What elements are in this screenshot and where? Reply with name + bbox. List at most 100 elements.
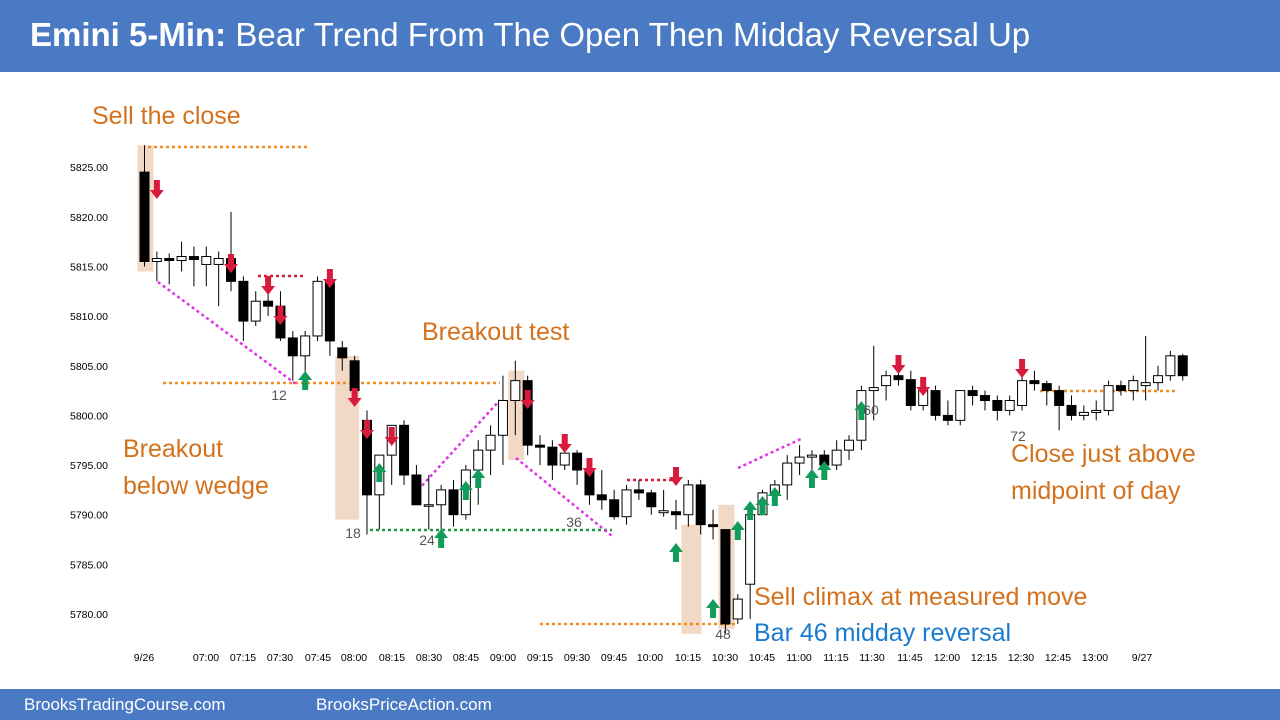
candle-body bbox=[745, 514, 756, 585]
candle-body bbox=[806, 454, 817, 458]
x-tick-label: 9/26 bbox=[134, 652, 155, 664]
candle-bar bbox=[559, 450, 570, 471]
candle-bar bbox=[782, 455, 793, 500]
candle-body bbox=[473, 449, 484, 471]
candle-body bbox=[423, 504, 434, 507]
candle-body bbox=[547, 446, 558, 466]
channel-trendline bbox=[417, 399, 501, 491]
bar-number-label: 72 bbox=[1010, 428, 1026, 444]
candle-bar bbox=[868, 345, 879, 421]
down-arrow-icon bbox=[149, 180, 164, 199]
bar-number-label: 36 bbox=[566, 514, 582, 530]
down-arrow-icon bbox=[347, 388, 362, 407]
candle-bar bbox=[164, 253, 175, 285]
candle-bar bbox=[633, 479, 644, 500]
bar-number-label: 60 bbox=[863, 402, 879, 418]
candle-body bbox=[893, 375, 904, 381]
candle-body bbox=[263, 300, 274, 307]
down-arrow-icon bbox=[359, 420, 374, 439]
up-arrow-icon bbox=[755, 496, 770, 515]
candle-bar bbox=[732, 594, 743, 624]
candle-bar bbox=[942, 400, 953, 426]
bar-number-label: 24 bbox=[419, 532, 435, 548]
up-arrow-icon bbox=[298, 371, 313, 390]
candle-body bbox=[1029, 380, 1040, 385]
x-tick-label: 09:15 bbox=[527, 652, 553, 664]
candle-bar bbox=[337, 340, 348, 371]
x-tick-label: 09:00 bbox=[490, 652, 516, 664]
candle-bar bbox=[794, 445, 805, 475]
candle-body bbox=[1017, 380, 1028, 406]
candle-body bbox=[485, 434, 496, 451]
x-tick-label: 11:45 bbox=[897, 652, 923, 664]
candle-bar bbox=[1140, 335, 1151, 401]
candle-body bbox=[201, 256, 212, 265]
candle-body bbox=[1128, 380, 1139, 392]
candle-bar bbox=[1066, 395, 1077, 421]
candle-body bbox=[238, 280, 249, 322]
candle-body bbox=[942, 414, 953, 421]
candle-bar bbox=[844, 435, 855, 461]
x-tick-label: 10:45 bbox=[749, 652, 775, 664]
x-tick-label: 09:30 bbox=[564, 652, 590, 664]
y-tick-label: 5820.00 bbox=[70, 212, 108, 224]
candle-body bbox=[312, 280, 323, 337]
breakout-below-wedge-annotation-line2: below wedge bbox=[123, 472, 269, 500]
candle-bar bbox=[1029, 370, 1040, 391]
bar-number-label: 48 bbox=[715, 626, 731, 642]
y-tick-label: 5790.00 bbox=[70, 510, 108, 522]
candle-bar bbox=[1054, 385, 1065, 431]
candle-bar bbox=[399, 420, 410, 485]
title-rest: Bear Trend From The Open Then Midday Rev… bbox=[226, 16, 1031, 53]
candle-body bbox=[1165, 355, 1176, 377]
candle-body bbox=[522, 380, 533, 446]
y-tick-label: 5780.00 bbox=[70, 609, 108, 621]
candle-body bbox=[844, 439, 855, 451]
candle-bar bbox=[1153, 365, 1164, 391]
candle-body bbox=[708, 524, 719, 528]
candle-bar bbox=[967, 385, 978, 406]
candle-body bbox=[967, 390, 978, 397]
candle-bar bbox=[213, 251, 224, 307]
candle-body bbox=[732, 598, 743, 620]
down-arrow-icon bbox=[384, 427, 399, 446]
candle-bar bbox=[646, 489, 657, 515]
up-arrow-icon bbox=[668, 543, 683, 562]
candle-bar bbox=[535, 435, 546, 466]
down-arrow-icon bbox=[261, 276, 276, 295]
candle-body bbox=[139, 171, 150, 262]
candle-body bbox=[1078, 411, 1089, 416]
candle-bar bbox=[831, 440, 842, 471]
candle-bar bbox=[806, 450, 817, 471]
footer-right-link[interactable]: BrooksPriceAction.com bbox=[316, 695, 492, 714]
candle-body bbox=[782, 462, 793, 486]
candle-body bbox=[621, 489, 632, 518]
candle-body bbox=[979, 395, 990, 402]
down-arrow-icon bbox=[582, 458, 597, 477]
candle-body bbox=[572, 452, 583, 471]
breakout-test-annotation: Breakout test bbox=[422, 318, 570, 346]
candle-bar bbox=[695, 479, 706, 535]
highlight-box bbox=[681, 524, 702, 634]
candle-bar bbox=[621, 484, 632, 525]
candle-bar bbox=[176, 241, 187, 272]
up-arrow-icon bbox=[743, 501, 758, 520]
up-arrow-icon bbox=[854, 401, 869, 420]
candle-body bbox=[992, 400, 1003, 411]
candle-bar bbox=[151, 251, 162, 282]
candle-body bbox=[1066, 404, 1077, 416]
candle-bar bbox=[720, 529, 731, 634]
candle-body bbox=[881, 375, 892, 387]
y-tick-label: 5795.00 bbox=[70, 460, 108, 472]
candle-body bbox=[250, 300, 261, 322]
candle-body bbox=[337, 347, 348, 359]
candle-body bbox=[436, 489, 447, 506]
candle-bar bbox=[485, 425, 496, 475]
candle-bar bbox=[250, 291, 261, 327]
footer-left-link[interactable]: BrooksTradingCourse.com bbox=[24, 695, 226, 714]
x-tick-label: 07:15 bbox=[230, 652, 256, 664]
candle-body bbox=[164, 258, 175, 261]
up-arrow-icon bbox=[730, 521, 745, 540]
x-tick-label: 12:30 bbox=[1008, 652, 1034, 664]
candle-body bbox=[1004, 400, 1015, 411]
